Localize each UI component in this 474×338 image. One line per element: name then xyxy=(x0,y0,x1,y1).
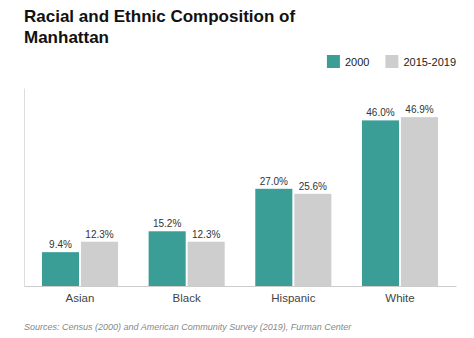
bar xyxy=(362,120,399,286)
x-tick-label: Hispanic xyxy=(271,292,315,304)
x-tick: White xyxy=(385,286,414,304)
title-line: Racial and Ethnic Composition of xyxy=(24,7,300,26)
x-tick-label: Asian xyxy=(66,292,95,304)
x-tick: Black xyxy=(173,286,201,304)
y-axis-line xyxy=(24,89,25,287)
legend-swatch xyxy=(327,55,340,68)
legend-swatch xyxy=(385,55,398,68)
legend-item: 2015-2019 xyxy=(385,55,456,68)
data-label: 12.3% xyxy=(192,229,220,240)
data-label: 46.9% xyxy=(405,104,433,115)
data-labels: 9.4% 15.2% 27.0% 46.0% 12.3% 12.3% 25.6% 46.9% xyxy=(49,104,434,250)
bar xyxy=(42,252,79,286)
bars xyxy=(42,117,438,286)
chart: Racial and Ethnic Composition of Manhatt… xyxy=(0,0,474,338)
x-tick-label: White xyxy=(385,292,414,304)
bar xyxy=(81,242,118,286)
data-label: 46.0% xyxy=(366,107,394,118)
x-tick-label: Black xyxy=(173,292,201,304)
data-label: 12.3% xyxy=(85,229,113,240)
legend: 2000 2015-2019 xyxy=(327,55,456,68)
legend-label: 2015-2019 xyxy=(403,56,456,68)
bar xyxy=(149,231,186,286)
data-label: 27.0% xyxy=(260,176,288,187)
bar xyxy=(255,189,292,286)
data-label: 15.2% xyxy=(153,218,181,229)
x-tick: Asian xyxy=(66,286,95,304)
x-axis: Asian Black Hispanic White xyxy=(25,286,457,304)
y-axis xyxy=(24,89,25,287)
title-line: Manhattan xyxy=(24,28,109,47)
x-axis-line xyxy=(25,286,457,287)
bar xyxy=(294,194,331,286)
title: Racial and Ethnic Composition of Manhatt… xyxy=(24,7,300,47)
source-note: Sources: Census (2000) and American Comm… xyxy=(24,322,352,332)
data-label: 9.4% xyxy=(49,239,72,250)
bar xyxy=(401,117,438,286)
legend-item: 2000 xyxy=(327,55,369,68)
data-label: 25.6% xyxy=(299,181,327,192)
x-tick: Hispanic xyxy=(271,286,315,304)
legend-label: 2000 xyxy=(345,56,369,68)
bar xyxy=(188,242,225,286)
